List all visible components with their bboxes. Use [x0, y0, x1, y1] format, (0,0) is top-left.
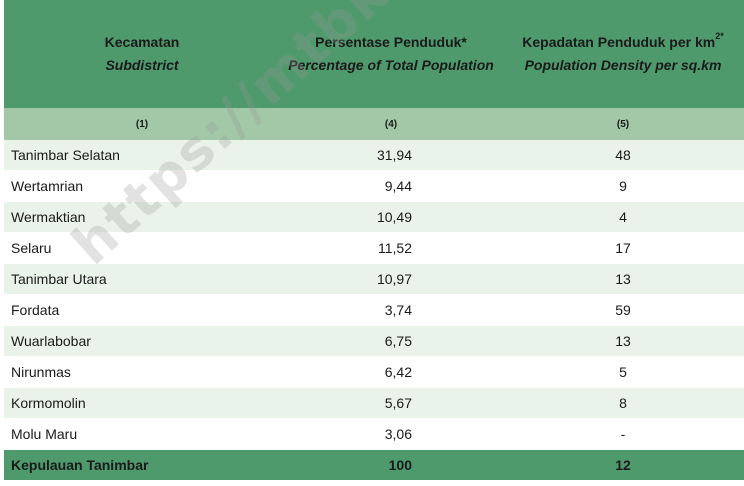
percentage-value: 6,75	[384, 333, 412, 349]
header-density-sup: 2*	[715, 31, 724, 41]
density-value: 17	[615, 240, 631, 256]
table-row: Nirunmas 6,42 5	[4, 357, 744, 388]
density-value: 8	[619, 395, 627, 411]
subdistrict-name: Molu Maru	[11, 426, 78, 442]
percentage-value: 10,49	[376, 209, 412, 225]
table-row: Tanimbar Selatan 31,94 48	[4, 140, 744, 171]
total-percentage: 100	[388, 457, 412, 473]
percentage-value: 3,06	[384, 426, 412, 442]
subdistrict-name: Selaru	[11, 240, 52, 256]
density-value: 13	[615, 333, 631, 349]
subdistrict-name: Tanimbar Selatan	[11, 147, 120, 163]
table-row: Kormomolin 5,67 8	[4, 388, 744, 419]
header-percentage-title: Persentase Penduduk*	[315, 34, 467, 50]
table-row: Molu Maru 3,06 -	[4, 419, 744, 450]
header-percentage: Persentase Penduduk* Percentage of Total…	[280, 31, 502, 77]
header-percentage-sub: Percentage of Total Population	[288, 57, 494, 73]
density-value: 13	[615, 271, 631, 287]
table-row: Wuarlabobar 6,75 13	[4, 326, 744, 357]
total-row: Kepulauan Tanimbar 100 12	[4, 450, 744, 480]
column-number-row: (1) (4) (5)	[4, 108, 744, 140]
header-density-title: Kepadatan Penduduk per km	[522, 34, 716, 50]
percentage-value: 11,52	[378, 240, 412, 256]
table-row: Wermaktian 10,49 4	[4, 202, 744, 233]
column-number: (4)	[384, 118, 398, 130]
subdistrict-name: Tanimbar Utara	[11, 271, 107, 287]
percentage-value: 31,94	[376, 147, 412, 163]
header-density: Kepadatan Penduduk per km2* Population D…	[502, 31, 744, 77]
header-density-sub: Population Density per sq.km	[524, 57, 722, 73]
subdistrict-name: Wuarlabobar	[11, 333, 91, 349]
subdistrict-name: Fordata	[11, 302, 60, 318]
table-row: Wertamrian 9,44 9	[4, 171, 744, 202]
population-table: Kecamatan Subdistrict Persentase Pendudu…	[4, 0, 744, 480]
density-value: -	[620, 426, 626, 442]
percentage-value: 5,67	[384, 395, 412, 411]
table-row: Selaru 11,52 17	[4, 233, 744, 264]
percentage-value: 9,44	[384, 178, 412, 194]
density-value: 48	[615, 147, 631, 163]
subdistrict-name: Kormomolin	[11, 395, 86, 411]
table-row: Tanimbar Utara 10,97 13	[4, 264, 744, 295]
header-subdistrict-sub: Subdistrict	[105, 57, 179, 73]
density-value: 5	[619, 364, 627, 380]
percentage-value: 3,74	[384, 302, 412, 318]
density-value: 9	[619, 178, 627, 194]
subdistrict-name: Nirunmas	[11, 364, 71, 380]
column-number: (1)	[135, 118, 149, 130]
table-header: Kecamatan Subdistrict Persentase Pendudu…	[4, 0, 744, 108]
header-subdistrict: Kecamatan Subdistrict	[4, 31, 280, 77]
percentage-value: 6,42	[384, 364, 412, 380]
total-name: Kepulauan Tanimbar	[11, 457, 149, 473]
subdistrict-name: Wertamrian	[11, 178, 84, 194]
percentage-value: 10,97	[376, 271, 412, 287]
subdistrict-name: Wermaktian	[11, 209, 86, 225]
density-value: 59	[615, 302, 631, 318]
table-body: Tanimbar Selatan 31,94 48 Wertamrian 9,4…	[4, 140, 744, 450]
total-density: 12	[615, 457, 631, 473]
header-subdistrict-title: Kecamatan	[104, 34, 180, 50]
density-value: 4	[619, 209, 627, 225]
table-row: Fordata 3,74 59	[4, 295, 744, 326]
column-number: (5)	[616, 118, 630, 130]
header-density-title-wrap: Kepadatan Penduduk per km2*	[522, 31, 723, 54]
